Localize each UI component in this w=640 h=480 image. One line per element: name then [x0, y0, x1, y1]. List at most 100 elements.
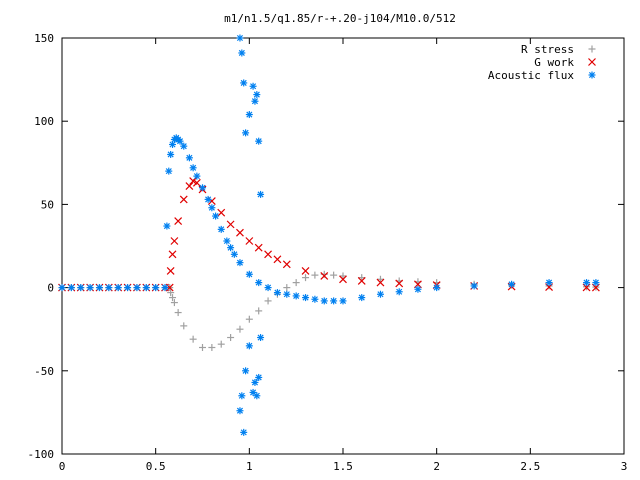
data-point: [255, 279, 263, 287]
data-point: [242, 129, 250, 137]
x-tick-label: 2: [433, 460, 440, 473]
data-point: [124, 284, 132, 292]
series-acoustic-flux: [58, 34, 600, 436]
x-tick-label: 1.5: [333, 460, 353, 473]
plot-frame: [61, 37, 625, 455]
data-point: [212, 212, 220, 220]
data-point: [170, 237, 179, 245]
data-point: [273, 289, 281, 297]
data-point: [230, 250, 238, 258]
data-point: [179, 195, 188, 204]
data-point: [395, 279, 404, 288]
data-point: [67, 284, 75, 292]
y-tick-label: 0: [47, 282, 54, 295]
data-point: [161, 284, 169, 292]
data-point: [433, 284, 441, 292]
data-point: [223, 237, 231, 245]
legend-marker: [588, 45, 596, 53]
data-point: [185, 154, 193, 162]
data-point: [257, 190, 265, 198]
data-point: [133, 284, 141, 292]
data-point: [163, 222, 171, 230]
data-point: [185, 182, 194, 191]
data-point: [311, 295, 319, 303]
data-point: [199, 184, 206, 192]
data-point: [292, 279, 300, 287]
plot-border: [61, 37, 625, 455]
data-point: [330, 271, 338, 279]
data-point: [236, 407, 244, 415]
data-point: [395, 288, 403, 296]
data-point: [292, 292, 300, 300]
y-tick-label: 100: [34, 115, 54, 128]
axes: 0 0.5 1 1.5 2 2.5 3 -100 -50 0 50 100 150: [28, 32, 628, 473]
data-point: [253, 392, 261, 400]
data-point: [255, 137, 263, 145]
data-point: [376, 290, 384, 298]
data-point: [376, 278, 385, 287]
y-tick-label: -50: [34, 365, 54, 378]
data-series: [58, 34, 600, 436]
data-point: [170, 299, 178, 307]
data-point: [217, 208, 226, 217]
data-point: [208, 344, 216, 352]
data-point: [245, 111, 253, 119]
data-point: [174, 309, 182, 317]
data-point: [339, 275, 347, 284]
data-point: [470, 282, 478, 290]
data-point: [245, 237, 254, 245]
data-point: [302, 294, 310, 302]
data-point: [251, 378, 259, 386]
x-tick-label: 2.5: [520, 460, 540, 473]
legend-marker: [588, 58, 596, 66]
data-point: [240, 79, 248, 87]
data-point: [358, 274, 366, 282]
data-point: [282, 260, 291, 269]
data-point: [142, 284, 150, 292]
data-point: [238, 392, 246, 400]
y-tick-label: 150: [34, 32, 54, 45]
y-tick-label: -100: [28, 448, 55, 461]
data-point: [236, 259, 244, 267]
data-point: [105, 284, 113, 292]
data-point: [358, 294, 366, 302]
series-r-stress: [58, 270, 600, 352]
x-tick-label: 3: [621, 460, 628, 473]
data-point: [77, 284, 85, 292]
data-point: [301, 267, 310, 275]
data-point: [193, 172, 201, 180]
data-point: [86, 284, 94, 292]
data-point: [167, 289, 175, 297]
legend-label: R stress: [521, 43, 574, 56]
data-point: [236, 325, 244, 333]
data-point: [357, 277, 366, 285]
data-point: [508, 280, 516, 288]
data-point: [545, 279, 553, 287]
data-point: [255, 307, 263, 315]
data-point: [257, 334, 265, 342]
data-point: [242, 367, 250, 375]
data-point: [166, 267, 175, 275]
x-tick-label: 1: [246, 460, 253, 473]
data-point: [180, 142, 188, 150]
data-point: [320, 297, 328, 305]
data-point: [264, 250, 272, 259]
data-point: [330, 297, 338, 305]
data-point: [217, 340, 225, 348]
data-point: [168, 250, 177, 259]
data-point: [114, 284, 122, 292]
x-tick-label: 0: [59, 460, 66, 473]
y-tick-label: 50: [41, 198, 54, 211]
chart-title: m1/n1.5/q1.85/r-+.20-j104/M10.0/512: [224, 12, 456, 25]
data-point: [264, 284, 272, 292]
data-point: [245, 315, 253, 323]
data-point: [283, 284, 291, 292]
data-point: [236, 34, 244, 42]
data-point: [245, 270, 253, 278]
data-point: [152, 284, 160, 292]
data-point: [254, 243, 263, 252]
data-point: [204, 195, 212, 203]
data-point: [592, 279, 600, 287]
data-point: [253, 91, 261, 99]
data-point: [339, 272, 347, 280]
